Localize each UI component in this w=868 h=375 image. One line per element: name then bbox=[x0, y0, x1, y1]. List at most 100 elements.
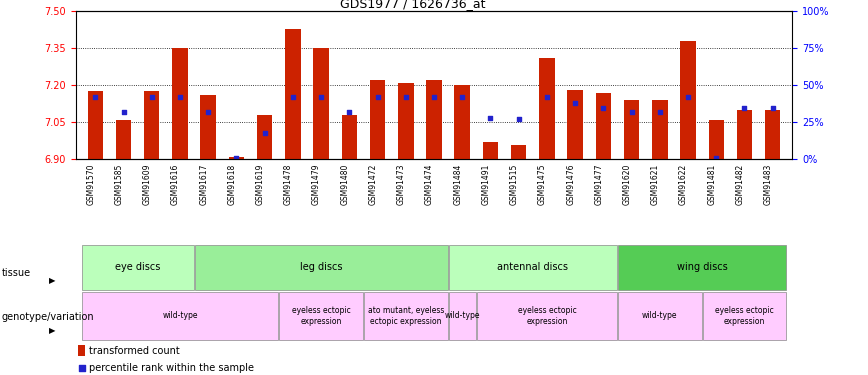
Bar bbox=[483, 142, 498, 159]
Bar bbox=[364, 292, 448, 340]
Text: GSM91617: GSM91617 bbox=[199, 164, 208, 205]
Bar bbox=[313, 48, 329, 159]
Title: GDS1977 / 1626736_at: GDS1977 / 1626736_at bbox=[339, 0, 485, 10]
Text: GSM91475: GSM91475 bbox=[538, 164, 547, 205]
Bar bbox=[652, 100, 667, 159]
Bar bbox=[737, 110, 753, 159]
Text: GSM91616: GSM91616 bbox=[171, 164, 180, 205]
Point bbox=[286, 94, 299, 100]
Text: ato mutant, eyeless
ectopic expression: ato mutant, eyeless ectopic expression bbox=[367, 306, 444, 326]
Text: GSM91474: GSM91474 bbox=[425, 164, 434, 205]
Point bbox=[145, 94, 159, 100]
Text: transformed count: transformed count bbox=[89, 346, 181, 356]
Bar bbox=[115, 120, 131, 159]
Bar bbox=[624, 100, 640, 159]
Text: antennal discs: antennal discs bbox=[497, 262, 569, 272]
Bar bbox=[426, 80, 442, 159]
Bar bbox=[279, 292, 363, 340]
Point bbox=[483, 115, 497, 121]
Point bbox=[427, 94, 441, 100]
Text: GSM91477: GSM91477 bbox=[595, 164, 603, 205]
Point bbox=[342, 109, 356, 115]
Point bbox=[116, 109, 130, 115]
Bar bbox=[82, 292, 278, 340]
Bar bbox=[765, 110, 780, 159]
Text: genotype/variation: genotype/variation bbox=[2, 312, 95, 322]
Text: GSM91472: GSM91472 bbox=[369, 164, 378, 205]
Text: GSM91491: GSM91491 bbox=[482, 164, 490, 205]
Bar bbox=[341, 115, 357, 159]
Bar bbox=[477, 292, 617, 340]
Text: GSM91481: GSM91481 bbox=[707, 164, 716, 205]
Text: GSM91480: GSM91480 bbox=[340, 164, 349, 205]
Text: GSM91622: GSM91622 bbox=[679, 164, 688, 205]
Bar bbox=[708, 120, 724, 159]
Point bbox=[709, 155, 723, 161]
Point bbox=[766, 105, 779, 111]
Bar bbox=[618, 292, 701, 340]
Point bbox=[512, 116, 526, 122]
Text: GSM91476: GSM91476 bbox=[566, 164, 575, 205]
Point bbox=[569, 100, 582, 106]
Point bbox=[89, 94, 102, 100]
Text: eye discs: eye discs bbox=[115, 262, 161, 272]
Text: GSM91484: GSM91484 bbox=[453, 164, 463, 205]
Bar bbox=[568, 90, 583, 159]
Bar bbox=[82, 245, 194, 290]
Point bbox=[456, 94, 470, 100]
Bar bbox=[449, 292, 476, 340]
Point bbox=[314, 94, 328, 100]
Bar bbox=[78, 345, 85, 356]
Point bbox=[540, 94, 554, 100]
Bar bbox=[681, 41, 696, 159]
Text: GSM91473: GSM91473 bbox=[397, 164, 405, 205]
Text: GSM91570: GSM91570 bbox=[86, 164, 95, 205]
Point bbox=[596, 105, 610, 111]
Point bbox=[653, 109, 667, 115]
Text: GSM91619: GSM91619 bbox=[256, 164, 265, 205]
Bar bbox=[398, 83, 413, 159]
Point bbox=[341, 288, 355, 294]
Point bbox=[398, 94, 412, 100]
Text: GSM91482: GSM91482 bbox=[735, 164, 745, 205]
Text: eyeless ectopic
expression: eyeless ectopic expression bbox=[517, 306, 576, 326]
Text: GSM91621: GSM91621 bbox=[651, 164, 660, 205]
Text: percentile rank within the sample: percentile rank within the sample bbox=[89, 363, 254, 373]
Bar bbox=[703, 292, 786, 340]
Text: GSM91483: GSM91483 bbox=[764, 164, 773, 205]
Bar bbox=[539, 58, 555, 159]
Point bbox=[625, 109, 639, 115]
Point bbox=[173, 94, 187, 100]
Bar bbox=[370, 80, 385, 159]
Point bbox=[681, 94, 695, 100]
Text: GSM91479: GSM91479 bbox=[312, 164, 321, 205]
Point bbox=[229, 155, 243, 161]
Text: GSM91585: GSM91585 bbox=[115, 164, 123, 205]
Text: GSM91515: GSM91515 bbox=[510, 164, 519, 205]
Bar bbox=[618, 245, 786, 290]
Bar bbox=[511, 145, 527, 159]
Text: tissue: tissue bbox=[2, 268, 31, 278]
Text: GSM91609: GSM91609 bbox=[142, 164, 152, 205]
Bar bbox=[228, 157, 244, 159]
Text: wild-type: wild-type bbox=[444, 311, 480, 320]
Point bbox=[201, 109, 215, 115]
Text: eyeless ectopic
expression: eyeless ectopic expression bbox=[715, 306, 774, 326]
Bar bbox=[201, 95, 216, 159]
Text: wing discs: wing discs bbox=[677, 262, 727, 272]
Text: eyeless ectopic
expression: eyeless ectopic expression bbox=[292, 306, 351, 326]
Text: ▶: ▶ bbox=[49, 276, 56, 285]
Text: wild-type: wild-type bbox=[642, 311, 678, 320]
Text: ▶: ▶ bbox=[49, 326, 56, 335]
Point bbox=[371, 94, 385, 100]
Text: GSM91478: GSM91478 bbox=[284, 164, 293, 205]
Bar bbox=[194, 245, 448, 290]
Text: leg discs: leg discs bbox=[299, 262, 342, 272]
Bar bbox=[172, 48, 187, 159]
Text: wild-type: wild-type bbox=[162, 311, 198, 320]
Bar bbox=[88, 92, 103, 159]
Bar bbox=[144, 92, 160, 159]
Bar bbox=[449, 245, 617, 290]
Bar bbox=[595, 93, 611, 159]
Bar bbox=[257, 115, 273, 159]
